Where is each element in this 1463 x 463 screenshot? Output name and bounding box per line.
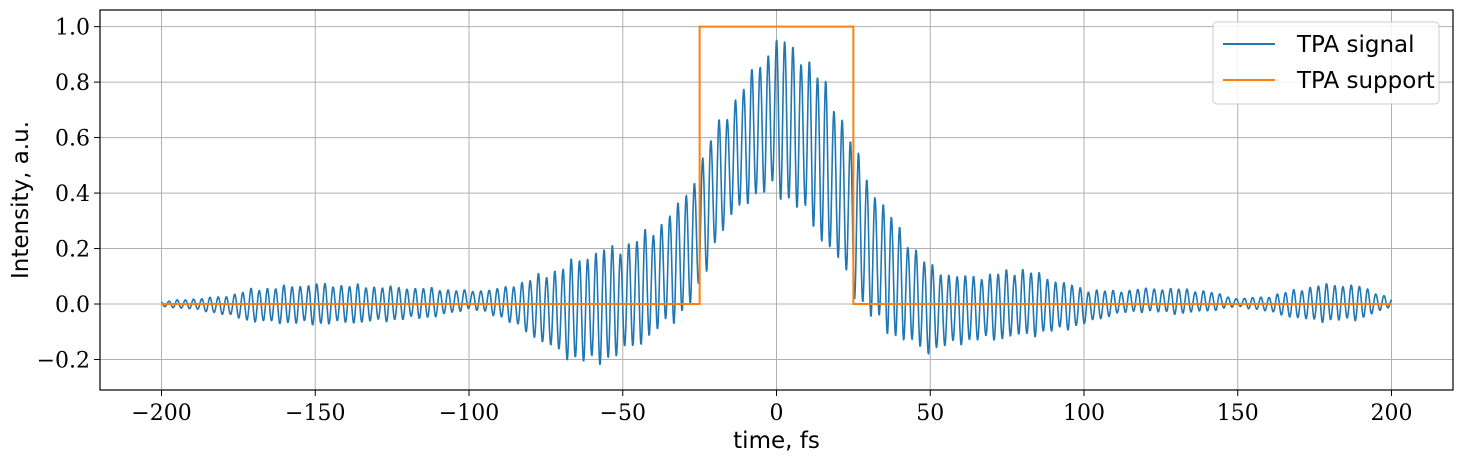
x-tick-label: 0 — [770, 401, 784, 426]
x-tick-label: 200 — [1371, 401, 1413, 426]
x-axis-label: time, fs — [733, 428, 820, 454]
x-tick-label: −100 — [439, 401, 499, 426]
series-line-tpa-signal — [160, 39, 1393, 365]
legend-label-tpa-support: TPA support — [1296, 68, 1435, 94]
series-layer — [160, 25, 1393, 365]
x-tick-label: 100 — [1063, 401, 1105, 426]
x-tick-label: −50 — [600, 401, 646, 426]
y-axis-label: Intensity, a.u. — [8, 121, 34, 279]
axis-ticks: −200 −150 −100 −50 0 50 100 150 200 −0.2 0.0 0.2 0.4… — [37, 16, 1413, 426]
x-tick-label: 150 — [1217, 401, 1259, 426]
y-tick-label: 0.2 — [55, 238, 90, 263]
y-tick-label: 0.4 — [55, 182, 90, 207]
y-tick-label: 0.0 — [55, 293, 90, 318]
x-tick-label: −150 — [285, 401, 345, 426]
y-tick-label: −0.2 — [37, 348, 90, 373]
y-tick-label: 0.6 — [55, 127, 90, 152]
series-line-tpa-support — [161, 25, 1392, 306]
legend-box — [1212, 21, 1440, 105]
y-tick-label: 0.8 — [55, 71, 90, 96]
y-tick-label: 1.0 — [55, 16, 90, 41]
x-tick-label: −200 — [131, 401, 191, 426]
legend: TPA signal TPA support — [1212, 21, 1440, 105]
x-tick-label: 50 — [916, 401, 944, 426]
legend-label-tpa-signal: TPA signal — [1296, 32, 1415, 58]
